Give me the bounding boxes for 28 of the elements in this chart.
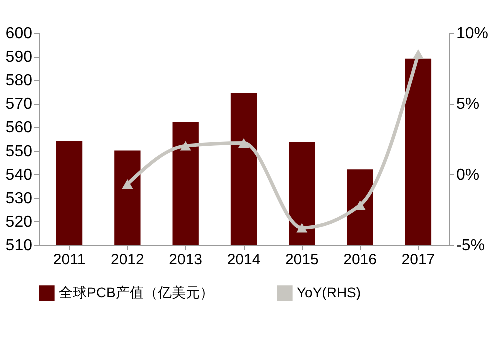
point <box>238 138 250 148</box>
y-tick-label: 520 <box>6 214 33 231</box>
x-tick-label: 2014 <box>227 252 261 268</box>
legend-label: 全球PCB产值（亿美元） <box>59 284 214 300</box>
y2-tick-label: 5% <box>456 96 480 114</box>
point <box>296 223 308 233</box>
x-tick-label: 2017 <box>402 252 436 268</box>
x-tick-label: 2015 <box>285 252 319 268</box>
y-tick-label: 580 <box>6 72 33 90</box>
point <box>180 141 192 151</box>
y2-tick-label: -5% <box>456 238 485 254</box>
y-tick-label: 510 <box>6 238 33 254</box>
y-tick-label: 570 <box>6 96 33 114</box>
y2-tick-label: 10% <box>456 26 489 42</box>
y-tick-label: 600 <box>6 26 33 42</box>
y-tick-label: 560 <box>6 120 33 137</box>
x-tick-label: 2016 <box>344 252 377 268</box>
y-tick-label: 590 <box>6 49 33 66</box>
x-tick-label: 2011 <box>53 252 86 268</box>
point <box>122 179 134 189</box>
x-tick-label: 2013 <box>169 252 203 268</box>
y-tick-label: 530 <box>6 190 33 208</box>
y-tick-label: 540 <box>6 166 33 184</box>
y2-tick-label: 0% <box>456 166 480 184</box>
x-tick-label: 2012 <box>111 252 144 268</box>
legend-label: YoY(RHS) <box>297 284 362 300</box>
y-tick-label: 550 <box>6 143 33 160</box>
point <box>412 49 424 59</box>
